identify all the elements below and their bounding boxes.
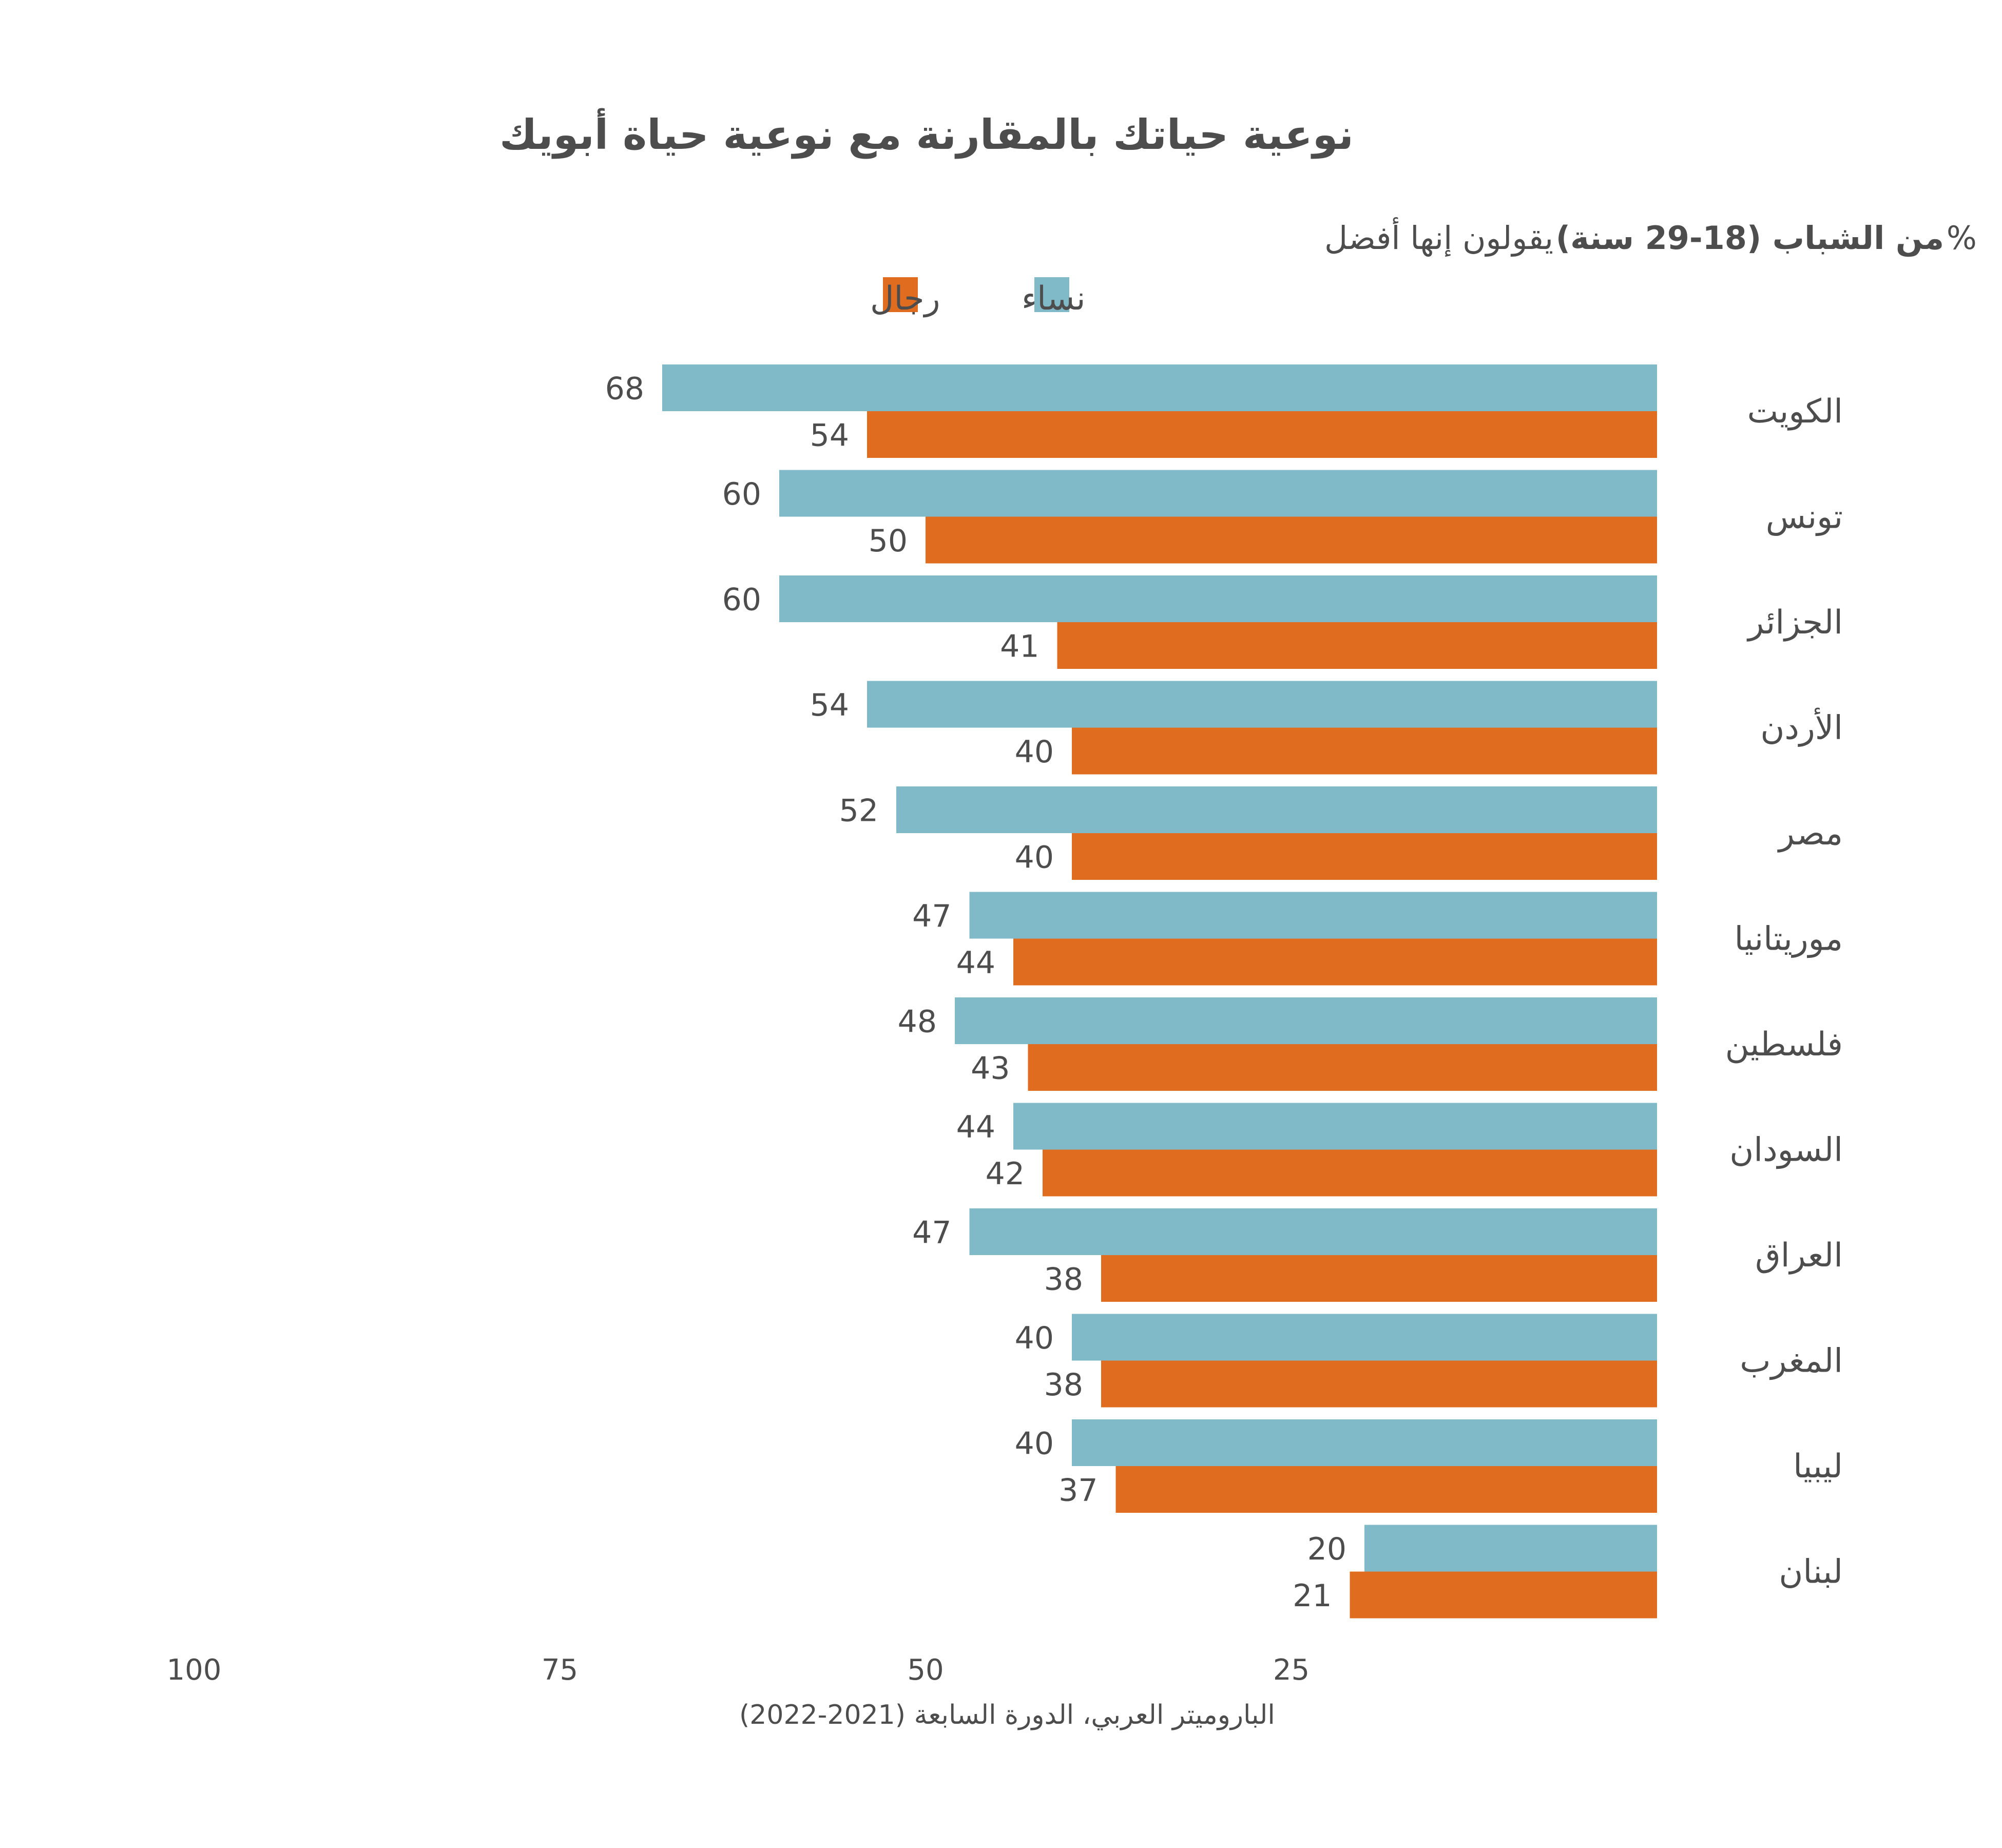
- x-tick-label: 75: [542, 1653, 578, 1687]
- category-label: المغرب: [1740, 1342, 1843, 1380]
- bar-men: [867, 411, 1657, 458]
- bar-women: [1364, 1525, 1657, 1572]
- subtitle-bold: من الشباب (18-29 سنة): [1556, 219, 1944, 257]
- bar-men: [1028, 1044, 1657, 1091]
- value-label-women: 48: [898, 1004, 937, 1040]
- bar-women: [955, 997, 1657, 1044]
- chart-source: الباروميتر العربي، الدورة السابعة (2021-…: [739, 1700, 1275, 1730]
- value-label-women: 60: [722, 582, 761, 618]
- bar-men: [1043, 1149, 1657, 1197]
- category-label: الأردن: [1760, 707, 1843, 747]
- category-label: موريتانيا: [1735, 920, 1843, 958]
- bar-women: [779, 470, 1657, 517]
- bar-women: [969, 892, 1657, 939]
- value-label-women: 20: [1307, 1531, 1346, 1567]
- bar-women: [969, 1208, 1657, 1255]
- value-label-women: 44: [956, 1109, 995, 1145]
- value-label-women: 40: [1015, 1320, 1054, 1356]
- category-label: مصر: [1777, 815, 1843, 853]
- x-tick-label: 50: [907, 1653, 944, 1687]
- value-label-men: 38: [1044, 1367, 1083, 1403]
- category-label: الجزائر: [1746, 604, 1843, 642]
- bar-men: [1013, 938, 1657, 986]
- bar-men: [1072, 833, 1657, 880]
- value-label-men: 43: [971, 1051, 1010, 1087]
- legend-label-women: نساء: [1022, 280, 1086, 318]
- bar-women: [1013, 1103, 1657, 1150]
- value-label-men: 21: [1293, 1578, 1332, 1614]
- value-label-men: 50: [869, 523, 908, 559]
- bar-men: [1057, 622, 1657, 669]
- subtitle-suffix: يقولون إنها أفضل: [1324, 217, 1553, 257]
- value-label-men: 38: [1044, 1262, 1083, 1298]
- value-label-men: 40: [1015, 840, 1054, 876]
- bars-group: 68 54 الكويت 60 50 تونس 60 41 الجزائر 54 40 الأردن 5…: [605, 364, 1843, 1619]
- x-axis-ticks: 25 50 75 100: [167, 1653, 1310, 1687]
- value-label-men: 37: [1058, 1473, 1098, 1509]
- bar-women: [896, 786, 1657, 833]
- x-tick-label: 25: [1273, 1653, 1310, 1687]
- value-label-men: 42: [986, 1156, 1025, 1192]
- value-label-women: 47: [912, 898, 951, 934]
- category-label: ليبيا: [1793, 1448, 1843, 1486]
- value-label-men: 54: [810, 418, 849, 454]
- bar-men: [1072, 727, 1657, 775]
- value-label-men: 41: [1000, 629, 1039, 665]
- value-label-women: 52: [839, 793, 878, 829]
- legend-label-men: رجال: [870, 280, 940, 318]
- category-label: العراق: [1755, 1237, 1843, 1275]
- bar-men: [1101, 1360, 1657, 1408]
- bar-women: [1072, 1419, 1657, 1466]
- bar-men: [926, 516, 1657, 564]
- value-label-women: 40: [1015, 1426, 1054, 1462]
- value-label-women: 60: [722, 476, 761, 512]
- category-label: فلسطين: [1725, 1026, 1843, 1064]
- legend: نساء رجال: [870, 277, 1086, 318]
- legend-swatch-women: [1034, 277, 1069, 312]
- chart-title: نوعية حياتك بالمقارنة مع نوعية حياة أبوي…: [499, 108, 1354, 159]
- value-label-women: 47: [912, 1215, 951, 1251]
- category-label: الكويت: [1747, 393, 1843, 431]
- value-label-men: 40: [1015, 734, 1054, 770]
- bar-men: [1101, 1255, 1657, 1302]
- category-label: لبنان: [1779, 1553, 1843, 1591]
- bar-men: [1350, 1571, 1657, 1619]
- value-label-women: 68: [605, 371, 644, 407]
- bar-women: [867, 681, 1657, 728]
- legend-swatch-men: [883, 277, 918, 312]
- bar-women: [779, 575, 1657, 622]
- x-tick-label: 100: [167, 1653, 222, 1687]
- chart-subtitle: % من الشباب (18-29 سنة) يقولون إنها أفضل: [1324, 217, 1977, 257]
- subtitle-prefix: %: [1947, 219, 1977, 257]
- bar-men: [1115, 1466, 1657, 1513]
- category-label: السودان: [1729, 1131, 1843, 1169]
- value-label-men: 44: [956, 945, 995, 981]
- category-label: تونس: [1766, 498, 1843, 536]
- value-label-women: 54: [810, 687, 849, 723]
- bar-women: [1072, 1314, 1657, 1361]
- bar-women: [662, 364, 1657, 411]
